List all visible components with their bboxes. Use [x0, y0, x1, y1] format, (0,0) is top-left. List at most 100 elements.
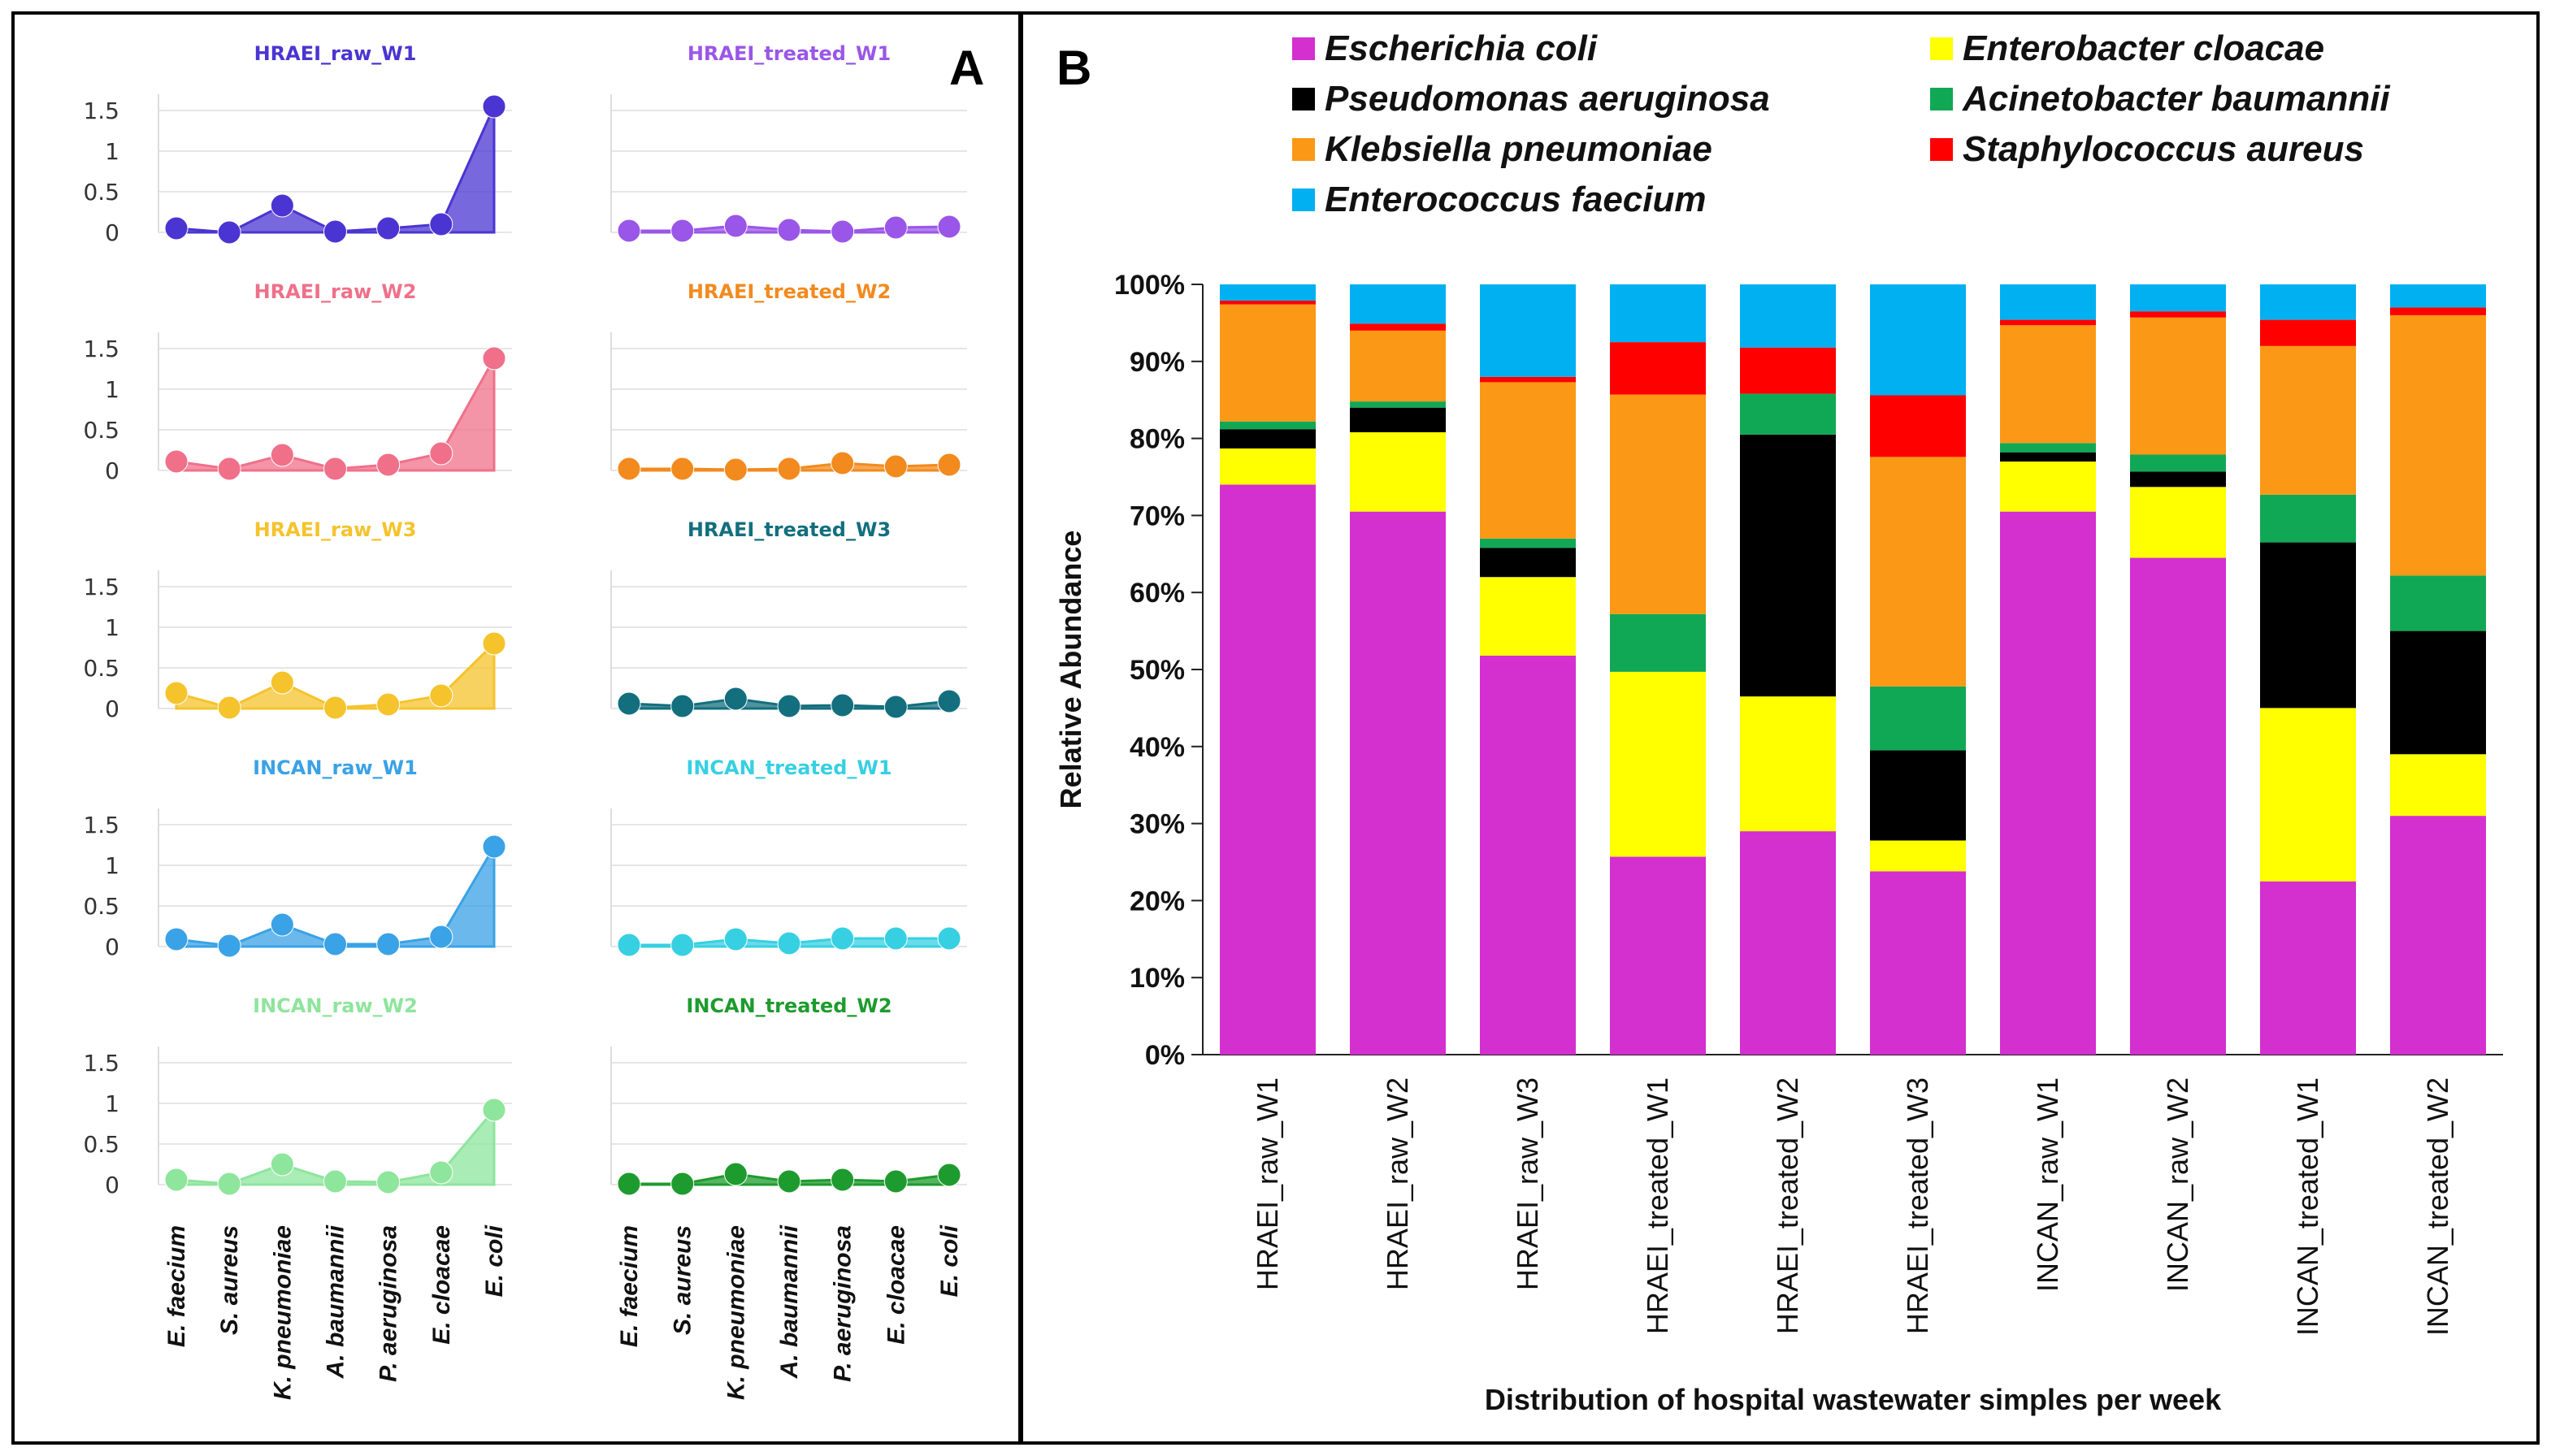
bar-segment-pseudomonas-aeruginosa	[2130, 471, 2226, 488]
x-category-label: E. faecium	[616, 1225, 643, 1347]
subplot-title: HRAEI_raw_W1	[254, 42, 417, 65]
subplot-hraei-raw-w3: HRAEI_raw_W3 0 0.5 1 1.5	[83, 518, 512, 722]
data-point	[376, 1170, 401, 1194]
bar-segment-pseudomonas-aeruginosa	[1740, 434, 1836, 697]
data-point	[217, 1172, 241, 1196]
data-point	[831, 451, 855, 475]
legend-label-pseudomonas-aeruginosa: Pseudomonas aeruginosa	[1325, 79, 1770, 119]
subplot-title: HRAEI_raw_W3	[254, 518, 417, 541]
bar-segment-klebsiella-pneumoniae	[2260, 345, 2356, 495]
subplot-incan-raw-w2: INCAN_raw_W2 0 0.5 1 1.5 E. faecium S. aureus K…	[83, 994, 512, 1400]
data-point	[617, 219, 641, 243]
legend-label-klebsiella-pneumoniae: Klebsiella pneumoniae	[1325, 129, 1712, 169]
bar-stack-hraei-treated-w3	[1870, 284, 1966, 1055]
legend-swatch-pseudomonas-aeruginosa	[1292, 88, 1315, 110]
bar-segment-escherichia-coli	[1870, 871, 1966, 1055]
bar-segment-enterococcus-faecium	[1220, 284, 1316, 301]
data-point	[617, 691, 641, 716]
y-tick-label: 1.5	[83, 812, 119, 838]
x-category-label: P. aeruginosa	[375, 1225, 402, 1382]
bar-stack-incan-treated-w2	[2390, 284, 2486, 1055]
y-tick-label: 60%	[1130, 578, 1185, 609]
data-point	[831, 926, 855, 951]
y-tick-label: 0	[105, 219, 119, 246]
bar-stack-hraei-raw-w3	[1480, 284, 1576, 1055]
bar-segment-staphylococcus-aureus	[2260, 319, 2356, 346]
x-category-label: HRAEI_treated_W1	[1641, 1077, 1674, 1334]
bar-segment-acinetobacter-baumannii	[1350, 401, 1446, 408]
bar-segment-enterobacter-cloacae	[1480, 577, 1576, 656]
subplot-title: INCAN_treated_W2	[686, 994, 892, 1017]
data-point	[777, 931, 801, 956]
figure-frame	[11, 11, 2540, 1445]
bar-segment-pseudomonas-aeruginosa	[1870, 750, 1966, 841]
bar-segment-staphylococcus-aureus	[2130, 311, 2226, 318]
bar-segment-staphylococcus-aureus	[1480, 376, 1576, 383]
y-tick-label: 0.5	[83, 893, 119, 920]
data-point	[270, 443, 294, 467]
bar-segment-staphylococcus-aureus	[1610, 342, 1706, 395]
data-point	[883, 454, 908, 479]
bar-segment-pseudomonas-aeruginosa	[1220, 429, 1316, 448]
y-tick-label: 1	[105, 852, 119, 879]
bar-segment-acinetobacter-baumannii	[2390, 575, 2486, 631]
subplot-incan-treated-w1: INCAN_treated_W1	[610, 756, 967, 957]
y-tick-label: 1	[105, 1090, 119, 1117]
x-category-label: E. coli	[936, 1224, 963, 1297]
data-point	[670, 1172, 695, 1196]
y-tick-label: 0	[105, 457, 119, 484]
subplot-hraei-raw-w2: HRAEI_raw_W2 0 0.5 1 1.5	[83, 280, 512, 484]
bar-segment-pseudomonas-aeruginosa	[2000, 452, 2096, 462]
data-point	[831, 693, 855, 717]
bar-stack-hraei-raw-w2	[1350, 284, 1446, 1055]
bar-stack-incan-raw-w1	[2000, 284, 2096, 1055]
area-fill	[175, 1106, 496, 1186]
bar-segment-escherichia-coli	[1220, 484, 1316, 1055]
data-point	[217, 220, 241, 245]
x-category-label: HRAEI_raw_W3	[1511, 1077, 1544, 1290]
legend-swatch-acinetobacter-baumannii	[1930, 88, 1953, 110]
bar-segment-klebsiella-pneumoniae	[1350, 330, 1446, 402]
y-tick-label: 50%	[1130, 655, 1185, 686]
panel-divider	[1018, 11, 1023, 1445]
x-category-label: K. pneumoniae	[722, 1225, 749, 1400]
data-point	[376, 932, 401, 956]
y-tick-label: 1	[105, 138, 119, 165]
bar-segment-klebsiella-pneumoniae	[1870, 457, 1966, 687]
data-point	[270, 1152, 294, 1176]
y-tick-label: 20%	[1130, 886, 1185, 916]
y-tick-label: 40%	[1130, 732, 1185, 763]
subplot-hraei-treated-w3: HRAEI_treated_W3	[610, 518, 967, 719]
data-point	[323, 219, 347, 244]
legend-label-staphylococcus-aureus: Staphylococcus aureus	[1963, 129, 2364, 169]
data-point	[482, 346, 506, 370]
bar-stack-hraei-treated-w2	[1740, 284, 1836, 1055]
bar-segment-escherichia-coli	[2000, 511, 2096, 1055]
data-point	[429, 1160, 453, 1185]
x-axis-title: Distribution of hospital wastewater simp…	[1485, 1383, 2222, 1416]
data-point	[777, 218, 801, 242]
bar-segment-enterococcus-faecium	[1870, 284, 1966, 396]
data-point	[323, 932, 347, 956]
legend-label-enterococcus-faecium: Enterococcus faecium	[1325, 180, 1707, 219]
panel-a-small-multiples: A HRAEI_raw_W1 0 0.5 1 1.5 HRAEI_treated_W1 HR…	[83, 41, 984, 1400]
panel-a-letter: A	[949, 41, 984, 95]
y-tick-label: 1.5	[83, 574, 119, 600]
y-tick-label: 0	[105, 696, 119, 722]
bar-segment-pseudomonas-aeruginosa	[2390, 630, 2486, 755]
subplot-title: HRAEI_raw_W2	[254, 280, 417, 303]
legend-swatch-enterobacter-cloacae	[1930, 37, 1953, 60]
bar-segment-escherichia-coli	[2130, 557, 2226, 1055]
data-point	[670, 457, 695, 481]
data-point	[164, 681, 189, 705]
y-tick-label: 0.5	[83, 179, 119, 206]
data-point	[723, 687, 748, 711]
data-point	[777, 694, 801, 718]
y-tick-label: 0%	[1145, 1040, 1185, 1071]
bar-segment-escherichia-coli	[1350, 511, 1446, 1055]
bar-stack-incan-treated-w1	[2260, 284, 2356, 1055]
subplot-title: INCAN_treated_W1	[686, 756, 892, 779]
bar-segment-enterococcus-faecium	[2260, 284, 2356, 320]
y-tick-label: 0	[105, 1172, 119, 1198]
